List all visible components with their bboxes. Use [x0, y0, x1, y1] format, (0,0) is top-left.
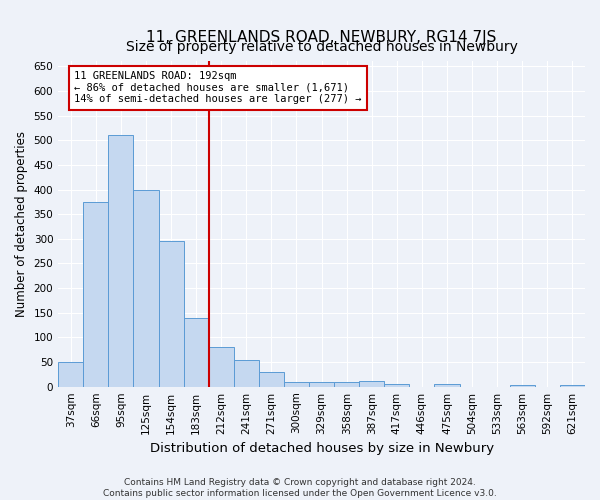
- Bar: [58, 362, 83, 386]
- Bar: [434, 384, 460, 386]
- Bar: [209, 348, 234, 387]
- Text: Size of property relative to detached houses in Newbury: Size of property relative to detached ho…: [125, 40, 518, 54]
- Bar: [158, 242, 184, 386]
- Bar: [385, 384, 409, 386]
- Bar: [510, 385, 535, 386]
- Bar: [234, 360, 259, 386]
- Bar: [309, 382, 334, 386]
- Bar: [83, 202, 109, 386]
- Bar: [334, 382, 359, 386]
- Text: 11 GREENLANDS ROAD: 192sqm
← 86% of detached houses are smaller (1,671)
14% of s: 11 GREENLANDS ROAD: 192sqm ← 86% of deta…: [74, 71, 361, 104]
- Title: 11, GREENLANDS ROAD, NEWBURY, RG14 7JS: 11, GREENLANDS ROAD, NEWBURY, RG14 7JS: [146, 30, 497, 45]
- Bar: [359, 381, 385, 386]
- Bar: [259, 372, 284, 386]
- Bar: [133, 190, 158, 386]
- Y-axis label: Number of detached properties: Number of detached properties: [15, 131, 28, 317]
- Bar: [284, 382, 309, 386]
- Bar: [109, 136, 133, 386]
- Text: Contains HM Land Registry data © Crown copyright and database right 2024.
Contai: Contains HM Land Registry data © Crown c…: [103, 478, 497, 498]
- Bar: [184, 318, 209, 386]
- X-axis label: Distribution of detached houses by size in Newbury: Distribution of detached houses by size …: [149, 442, 494, 455]
- Bar: [560, 385, 585, 386]
